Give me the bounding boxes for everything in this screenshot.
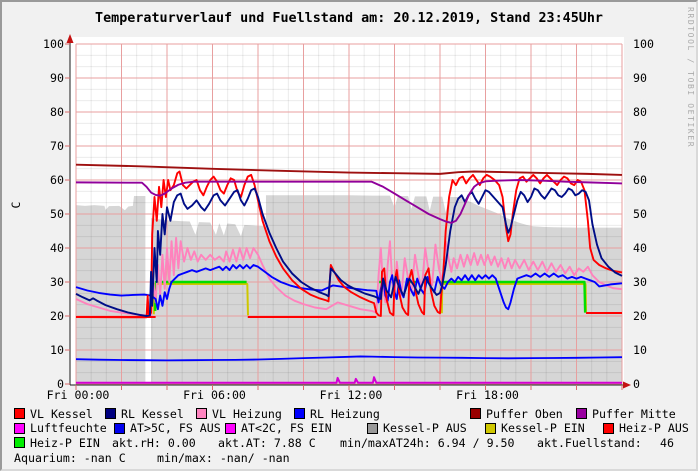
series-at-5c-fs-aus — [75, 355, 623, 362]
y-tick-label-right: 20 — [633, 309, 647, 323]
y-tick-label-left: 60 — [50, 173, 64, 187]
x-tick-label: Fri 18:00 — [456, 388, 519, 402]
y-tick-label-right: 50 — [633, 207, 647, 221]
y-tick-label-left: 50 — [50, 207, 64, 221]
legend-label: akt.Fuellstand: — [537, 435, 642, 450]
y-tick-label-left: 0 — [57, 377, 64, 391]
rrdtool-watermark: RRDTOOL / TOBI OETIKER — [686, 7, 695, 149]
legend-swatch — [114, 422, 125, 434]
x-tick-label: Fri 00:00 — [47, 388, 110, 402]
axis-tick-labels: 0 0 10 10 20 20 30 30 40 40 50 50 60 60 70 70 80 80 90 90 10… — [43, 37, 654, 402]
legend-label: Puffer Mitte — [592, 406, 676, 421]
legend-item: RL Kessel — [105, 408, 184, 420]
series-rl-heizung — [75, 264, 623, 311]
legend-label: min/max: -nan/ -nan — [157, 450, 290, 465]
y-tick-label-left: 100 — [43, 37, 64, 51]
legend-text: min/max: -nan/ -nan — [157, 452, 290, 464]
y-tick-label-right: 70 — [633, 139, 647, 153]
legend-text: akt.rH: 0.00 — [112, 437, 196, 449]
legend-label: min/maxAT24h: 6.94 / 9.50 — [340, 435, 515, 450]
legend-item: VL Kessel — [14, 408, 93, 420]
legend-swatch — [294, 408, 305, 419]
y-axis-arrow — [66, 34, 74, 43]
y-tick-label-right: 100 — [633, 37, 654, 51]
legend-label: VL Heizung — [212, 406, 282, 421]
y-tick-label-left: 70 — [50, 139, 64, 153]
series-puffer-oben — [75, 163, 623, 176]
legend-label: Aquarium: -nan C — [14, 450, 126, 465]
y-tick-label-left: 20 — [50, 309, 64, 323]
series-rl-kessel — [75, 187, 623, 317]
x-axis-arrow — [623, 381, 631, 389]
legend-label: AT>5C, FS AUS — [130, 421, 221, 435]
legend-text: Aquarium: -nan C — [14, 452, 126, 464]
legend-label: RL Kessel — [121, 406, 184, 421]
legend-label: RL Heizung — [310, 406, 380, 421]
legend-label: Heiz-P AUS — [619, 421, 689, 435]
series-vl-heizung — [75, 236, 623, 317]
legend-swatch — [485, 422, 496, 434]
legend-item: VL Heizung — [196, 408, 282, 420]
legend-item: AT>5C, FS AUS — [114, 422, 221, 434]
legend-text: min/maxAT24h: 6.94 / 9.50 — [340, 437, 515, 449]
y-tick-label-left: 80 — [50, 105, 64, 119]
y-tick-label-left: 10 — [50, 343, 64, 357]
y-tick-label-left: 40 — [50, 241, 64, 255]
legend-item: AT<2C, FS EIN — [225, 422, 332, 434]
legend-item: Luftfeuchte — [14, 422, 107, 434]
legend-item: RL Heizung — [294, 408, 380, 420]
legend-item: Heiz-P AUS — [603, 422, 689, 434]
graph-title: Temperaturverlauf und Fuellstand am: 20.… — [95, 11, 603, 26]
legend-swatch — [470, 408, 481, 419]
legend-label: Puffer Oben — [486, 406, 563, 421]
legend-label: Luftfeuchte — [30, 421, 107, 435]
y-tick-label-right: 10 — [633, 343, 647, 357]
legend-label: akt.AT: 7.88 C — [218, 435, 316, 450]
legend-label: Kessel-P EIN — [501, 421, 585, 435]
y-axis-unit-label: C — [9, 201, 23, 209]
legend-item: Heiz-P EIN — [14, 437, 100, 449]
y-tick-label-right: 0 — [633, 377, 640, 391]
legend-swatch — [225, 422, 236, 434]
legend-swatch — [14, 437, 25, 448]
legend-item: Kessel-P AUS — [367, 422, 467, 434]
area-kessel-p-aus-fuellstand — [76, 195, 622, 384]
series-puffer-mitte — [75, 179, 623, 224]
legend-swatch — [367, 422, 378, 434]
legend-swatch — [14, 422, 25, 434]
legend-label: akt.rH: 0.00 — [112, 435, 196, 450]
y-tick-label-right: 90 — [633, 71, 647, 85]
legend-label: Heiz-P EIN — [30, 435, 100, 450]
legend-label: 46 — [660, 435, 674, 450]
axes — [65, 34, 631, 390]
legend-label: AT<2C, FS EIN — [241, 421, 332, 435]
legend-label: Kessel-P AUS — [383, 421, 467, 435]
legend-item: Kessel-P EIN — [485, 422, 585, 434]
x-tick-label: Fri 12:00 — [320, 388, 383, 402]
legend-swatch — [576, 408, 587, 419]
y-tick-label-left: 30 — [50, 275, 64, 289]
y-tick-label-left: 90 — [50, 71, 64, 85]
y-tick-label-right: 30 — [633, 275, 647, 289]
legend-swatch — [14, 408, 25, 419]
legend-swatch — [105, 408, 116, 419]
legend-swatch — [196, 408, 207, 419]
y-tick-label-right: 40 — [633, 241, 647, 255]
legend-text: akt.Fuellstand: — [537, 437, 642, 449]
legend-text: 46 — [660, 437, 674, 449]
legend-swatch — [603, 422, 614, 434]
legend-text: akt.AT: 7.88 C — [218, 437, 316, 449]
legend-item: Puffer Mitte — [576, 408, 676, 420]
x-tick-label: Fri 06:00 — [183, 388, 246, 402]
series-luftfeuchte — [76, 376, 622, 384]
legend-label: VL Kessel — [30, 406, 93, 421]
legend-item: Puffer Oben — [470, 408, 563, 420]
y-tick-label-right: 80 — [633, 105, 647, 119]
y-tick-label-right: 60 — [633, 173, 647, 187]
